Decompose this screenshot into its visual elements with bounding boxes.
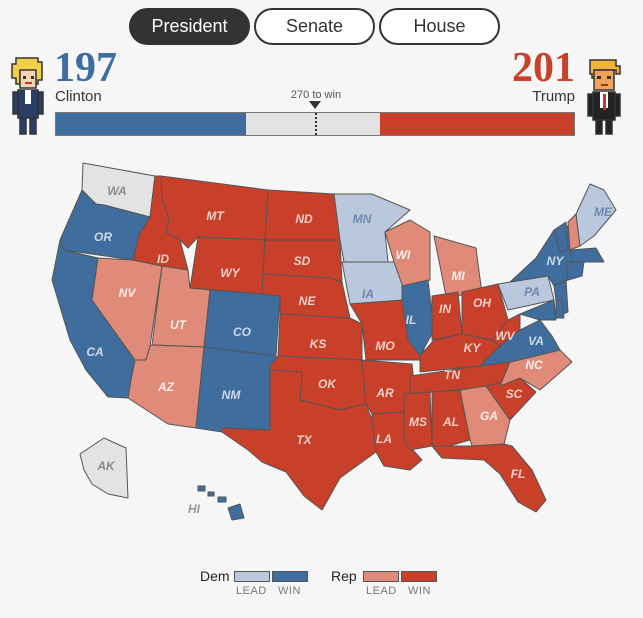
rep-bar-fill (380, 113, 574, 135)
threshold-line (315, 113, 317, 135)
state-hi[interactable] (197, 485, 206, 492)
threshold-pointer-icon (309, 101, 321, 109)
state-me[interactable] (575, 183, 617, 247)
clinton-avatar (11, 57, 44, 135)
state-label-hi: HI (188, 502, 201, 516)
state-wi[interactable] (384, 219, 431, 291)
rep-electoral-votes: 201 (512, 45, 575, 91)
state-de[interactable] (555, 299, 565, 319)
tab-president[interactable]: President (129, 8, 250, 45)
state-nd[interactable] (264, 189, 341, 241)
state-ak[interactable] (79, 437, 129, 499)
legend-rep-label: Rep (331, 568, 357, 584)
legend-dem-label: Dem (200, 568, 230, 584)
state-ct[interactable] (565, 261, 585, 281)
legend-dem-win-label: WIN (278, 585, 301, 597)
state-nm[interactable] (195, 346, 277, 433)
state-in[interactable] (431, 291, 463, 341)
tab-senate[interactable]: Senate (254, 8, 375, 45)
legend-rep-lead-swatch (363, 571, 399, 582)
hawaii-small-islands (197, 485, 227, 503)
dem-electoral-votes: 197 (54, 45, 117, 91)
state-mt[interactable] (160, 175, 269, 249)
threshold-label: 270 to win (290, 89, 342, 101)
state-ms[interactable] (403, 391, 433, 451)
state-tx[interactable] (221, 369, 377, 511)
state-al[interactable] (431, 389, 471, 449)
tab-house[interactable]: House (379, 8, 500, 45)
state-mi[interactable] (433, 235, 483, 297)
legend-dem-lead-swatch (234, 571, 270, 582)
state-co[interactable] (203, 289, 281, 357)
state-vt[interactable] (553, 221, 569, 253)
state-md[interactable] (519, 299, 557, 321)
state-mn[interactable] (333, 193, 411, 263)
state-hi[interactable] (207, 491, 215, 497)
legend-dem-lead-label: LEAD (236, 585, 267, 597)
state-fl[interactable] (431, 443, 547, 513)
race-tabs: President Senate House (0, 8, 643, 48)
legend-rep-win-swatch (401, 571, 437, 582)
state-ma[interactable] (569, 247, 605, 263)
dem-candidate-name: Clinton (55, 88, 102, 105)
state-wv[interactable] (491, 313, 521, 347)
state-wy[interactable] (189, 236, 266, 295)
rep-candidate-name: Trump (532, 88, 575, 105)
trump-avatar (587, 59, 621, 135)
state-hi[interactable] (227, 503, 245, 521)
electoral-vote-bar (55, 112, 575, 136)
legend-dem-win-swatch (272, 571, 308, 582)
legend-rep-win-label: WIN (408, 585, 431, 597)
state-ks[interactable] (277, 313, 363, 361)
state-hi[interactable] (217, 496, 227, 503)
dem-bar-fill (56, 113, 246, 135)
legend-rep-lead-label: LEAD (366, 585, 397, 597)
